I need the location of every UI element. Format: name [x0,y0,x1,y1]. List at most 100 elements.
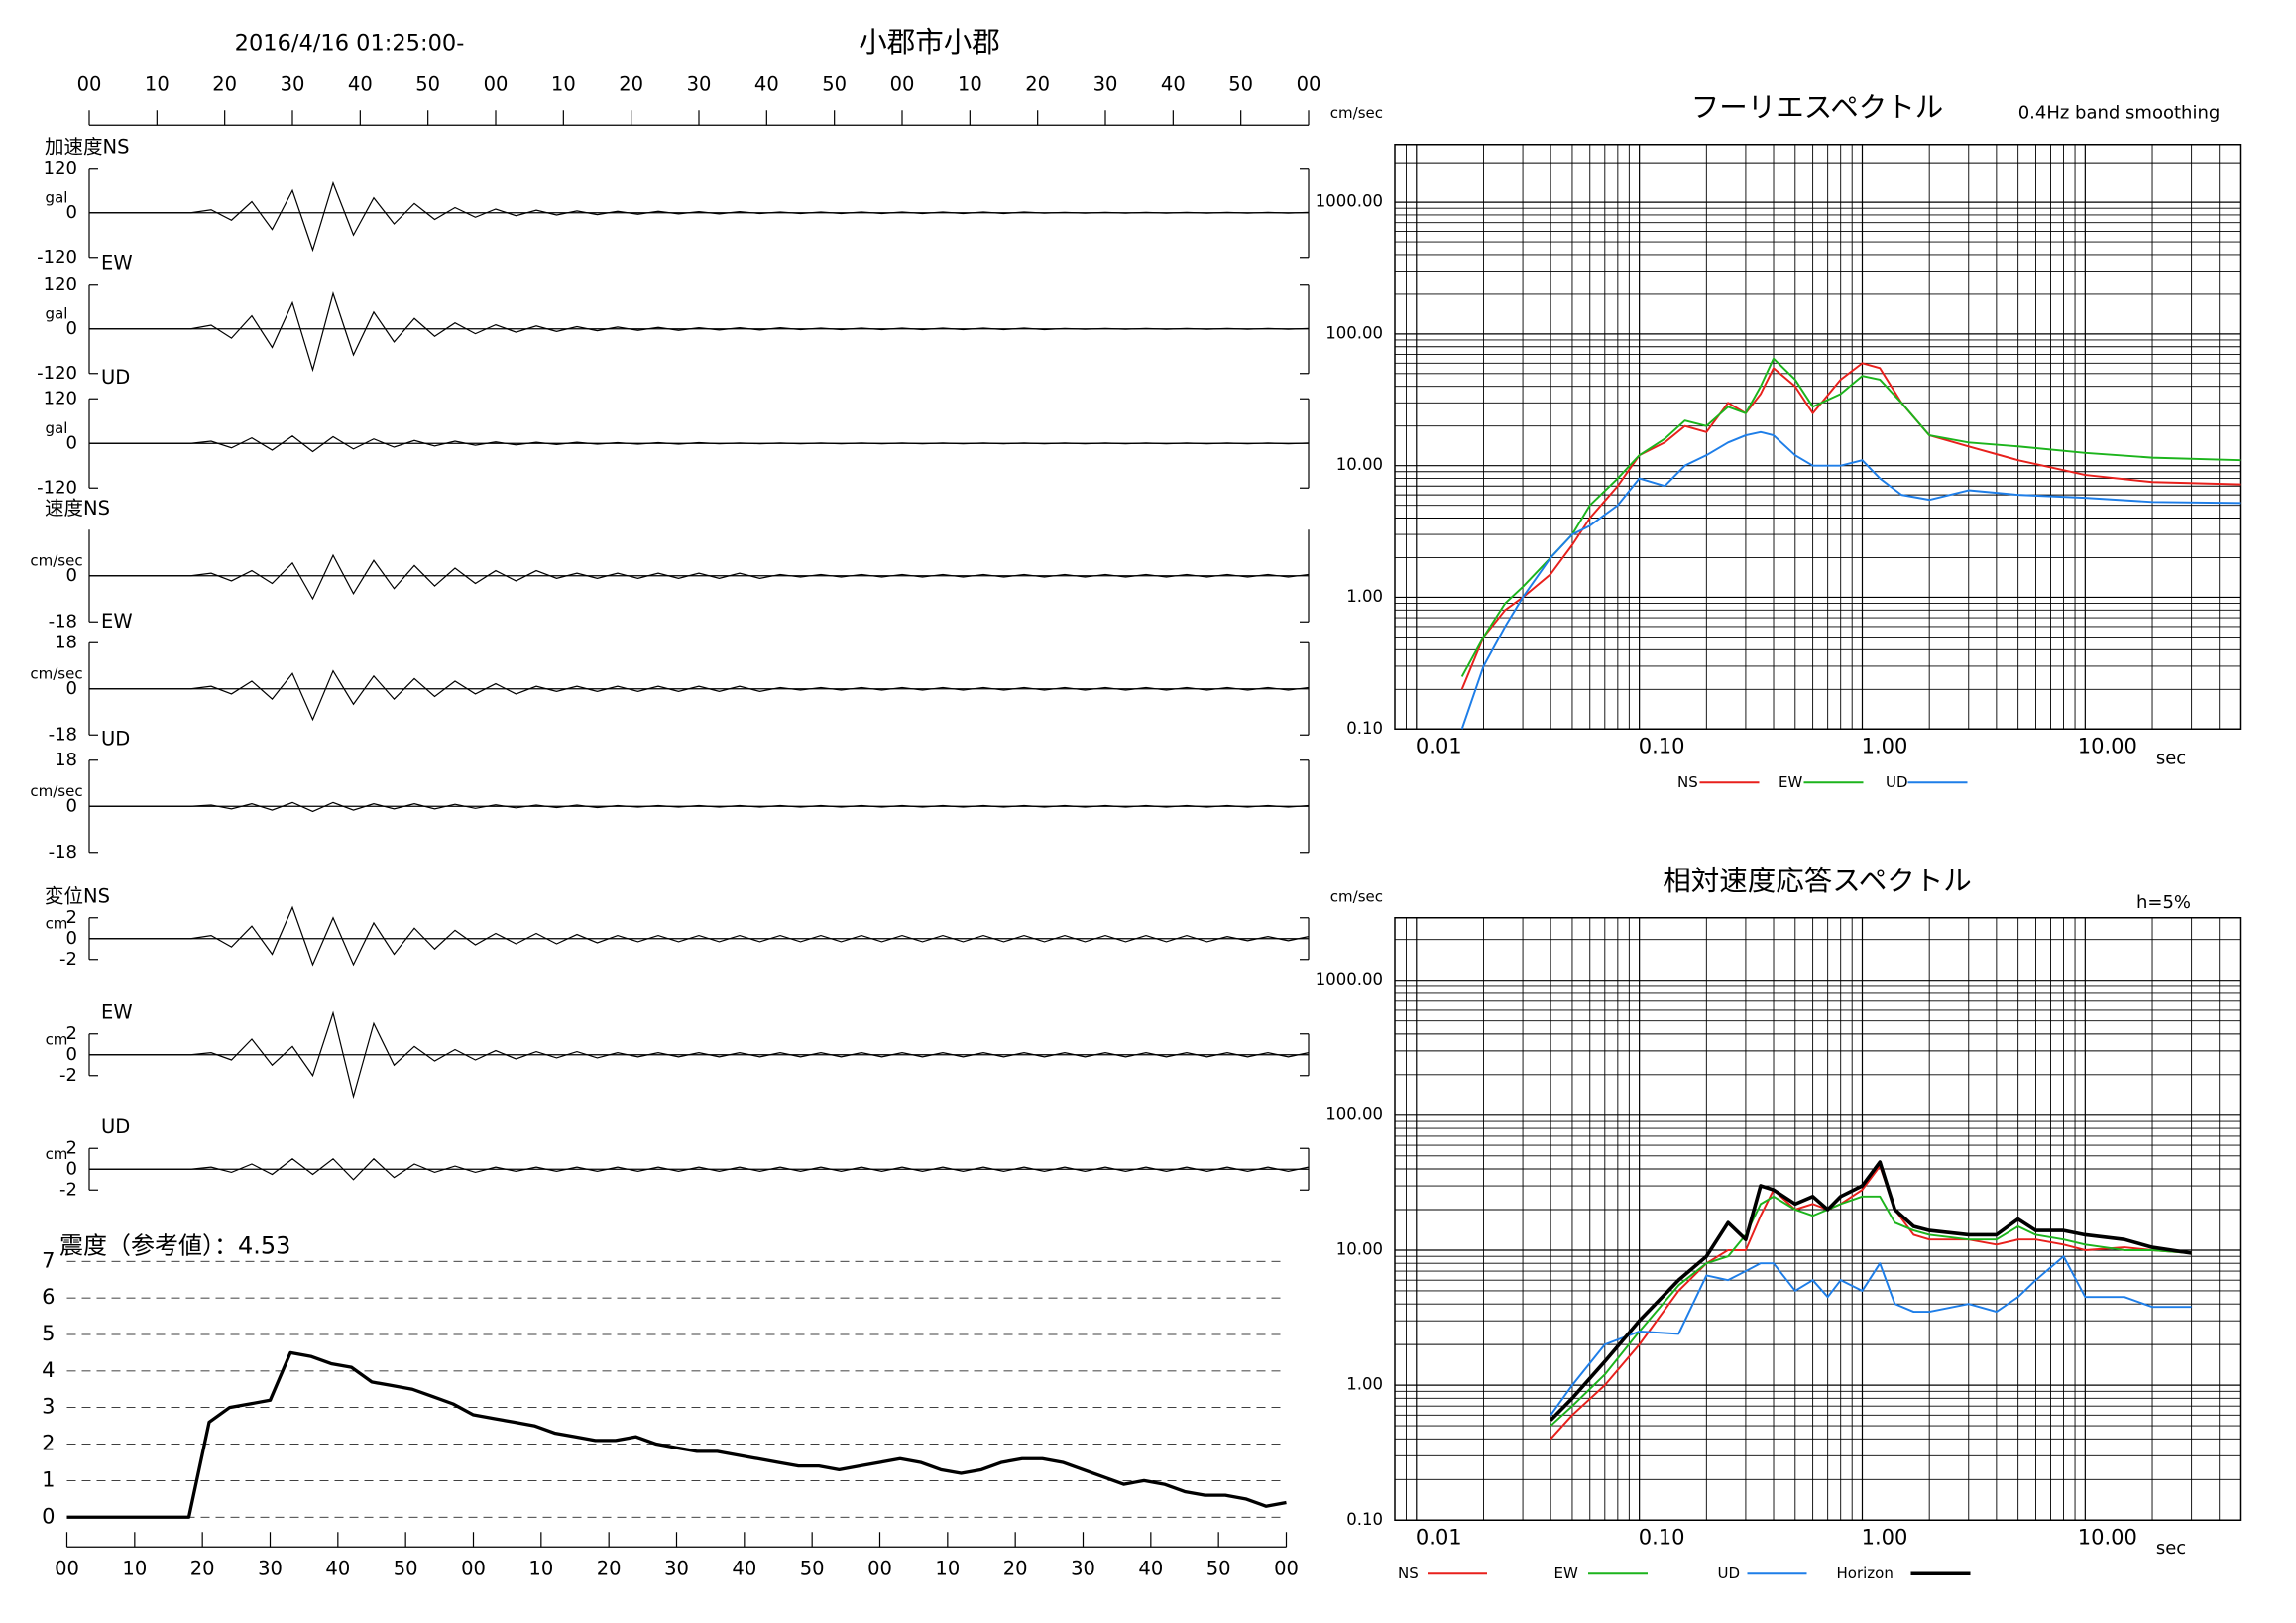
series-line [1460,362,2241,690]
y-tick-label: 0 [66,1158,77,1179]
y-tick-label: 10.00 [1336,455,1383,474]
plot-frame [1394,143,2242,730]
y-tick-label: 120 [44,388,77,408]
y-tick-label: 18 [55,750,77,770]
x-tick-label: 0.01 [1416,734,1462,757]
x-axis-unit: sec [2156,1538,2186,1559]
y-tick-label: 3 [42,1395,55,1419]
y-tick-label: 0 [66,565,77,586]
x-tick-label: 00 [1274,1557,1299,1579]
y-tick-label: 120 [44,274,77,294]
y-tick-label: 0 [66,202,77,223]
waveform-trace [89,291,1310,373]
legend-label: UD [1886,773,1908,791]
y-tick-label: 10.00 [1336,1239,1383,1258]
x-tick-label: 10 [145,72,170,95]
x-tick-label: 00 [1297,72,1321,95]
chart-subtitle: h=5% [2136,892,2191,913]
x-tick-label: 40 [1161,72,1186,95]
waveform-trace [89,180,1310,253]
y-tick-label: 0 [66,678,77,699]
y-tick-label: 0 [66,795,77,816]
y-tick-label: 0 [66,928,77,949]
x-tick-label: 30 [664,1557,689,1579]
x-tick-label: 0.10 [1639,734,1685,757]
y-tick-label: 2 [42,1432,55,1455]
chart-title: フーリエスペクトル [1691,91,1944,124]
plot-frame [1394,917,2242,1521]
y-tick-label: -2 [59,1179,77,1200]
chart-subtitle: 2016/4/16 01:25:00- [235,30,465,56]
x-axis-unit: sec [2156,748,2186,768]
trace-unit: cm [46,1030,68,1048]
x-tick-label: 0.10 [1639,1525,1685,1549]
legend-label: NS [1677,773,1698,791]
chart-title: 小郡市小郡 [859,26,1000,58]
chart-title: 震度（参考値）：4.53 [59,1231,290,1259]
series-line [1549,1160,2192,1422]
y-tick-label: 1.00 [1346,587,1383,606]
y-tick-label: -18 [49,724,77,745]
y-tick-label: 0 [66,318,77,339]
y-tick-label: 6 [42,1285,55,1309]
legend-label: EW [1554,1565,1578,1582]
x-tick-label: 10 [122,1557,147,1579]
trace-unit: cm/sec [30,664,82,682]
x-tick-label: 00 [461,1557,486,1579]
trace-unit: cm/sec [30,551,82,569]
x-tick-label: 30 [687,72,712,95]
x-tick-label: 20 [1003,1557,1028,1579]
y-tick-label: -18 [49,842,77,863]
series-line [1550,1255,2192,1416]
y-tick-label: 0 [66,432,77,453]
y-tick-label: -120 [37,477,77,498]
y-tick-label: 4 [42,1358,55,1382]
y-tick-label: 5 [42,1322,55,1345]
x-tick-label: 50 [394,1557,418,1579]
x-tick-label: 10 [958,72,982,95]
x-tick-label: 40 [325,1557,350,1579]
waveform-trace [89,553,1310,601]
y-tick-label: 2 [66,1137,77,1158]
chart-title: 相対速度応答スペクトル [1663,865,1972,897]
y-tick-label: 7 [42,1248,55,1272]
y-tick-label: 1000.00 [1316,970,1383,988]
trace-label: 速度NS [45,497,110,520]
y-tick-label: 0 [66,1044,77,1065]
x-tick-label: 50 [1228,72,1253,95]
x-tick-label: 40 [348,72,373,95]
x-tick-label: 40 [754,72,779,95]
x-tick-label: 40 [732,1557,756,1579]
x-tick-label: 30 [1093,72,1118,95]
x-tick-label: 20 [190,1557,215,1579]
y-tick-label: -120 [37,363,77,384]
x-tick-label: 1.00 [1862,1525,1908,1549]
y-tick-label: 2 [66,1023,77,1044]
waveform-trace [89,1157,1310,1181]
x-tick-label: 50 [1206,1557,1231,1579]
x-tick-label: 10 [551,72,576,95]
x-tick-label: 10.00 [2078,734,2137,757]
x-tick-label: 10.00 [2078,1525,2137,1549]
y-axis-unit: cm/sec [1330,887,1383,905]
x-tick-label: 00 [890,72,915,95]
series-line [1550,1165,2192,1440]
y-tick-label: 120 [44,158,77,178]
trace-unit: cm [46,1145,68,1163]
trace-unit: cm [46,914,68,932]
y-tick-label: 1 [42,1467,55,1491]
trace-label: UD [101,366,130,389]
x-tick-label: 00 [77,72,102,95]
waveform-trace [89,1010,1310,1100]
chart-subtitle: 0.4Hz band smoothing [2018,102,2221,123]
legend-label: EW [1779,773,1802,791]
y-axis-unit: cm/sec [1330,104,1383,122]
x-tick-label: 20 [619,72,643,95]
y-tick-label: 0.10 [1346,1510,1383,1529]
x-tick-label: 10 [528,1557,553,1579]
y-tick-label: 1.00 [1346,1375,1383,1394]
y-tick-label: -18 [49,611,77,632]
trace-label: 変位NS [45,884,110,907]
x-tick-label: 50 [822,72,847,95]
trace-unit: gal [46,419,68,437]
